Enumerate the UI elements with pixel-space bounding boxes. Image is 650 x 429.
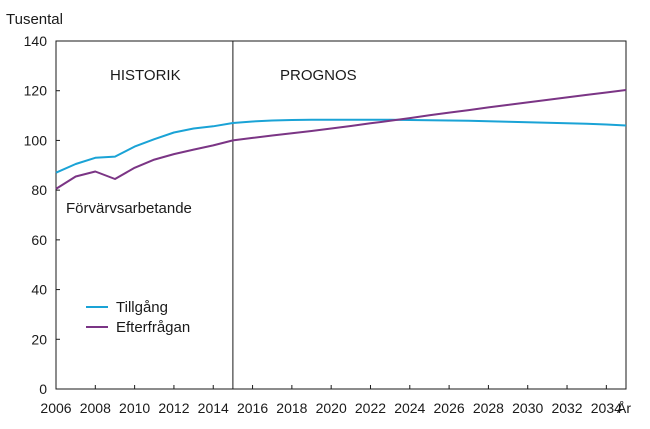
x-tick-label: 2016: [237, 400, 268, 416]
x-tick-label: 2008: [80, 400, 111, 416]
x-axis-unit-label: År: [617, 400, 631, 416]
x-tick-label: 2028: [473, 400, 504, 416]
series-line-tillgng: [55, 118, 627, 174]
legend: Tillgång Efterfrågan: [86, 299, 190, 336]
x-tick-label: 2006: [40, 400, 71, 416]
legend-label-tillgang: Tillgång: [116, 299, 168, 316]
x-tick-label: 2026: [434, 400, 465, 416]
axes: 0 20 40 60 80 100 120 140 2006 2008 2010 2012 2014 20…: [24, 33, 627, 416]
x-tick-label: 2020: [316, 400, 347, 416]
y-tick-label: 80: [31, 182, 47, 198]
x-tick-label: 2032: [551, 400, 582, 416]
y-tick-label: 20: [31, 331, 47, 347]
x-tick-label: 2010: [119, 400, 150, 416]
y-tick-label: 60: [31, 232, 47, 248]
y-axis-label: Tusental: [6, 11, 63, 28]
annotation-historik: HISTORIK: [110, 67, 181, 84]
y-tick-label: 0: [39, 381, 47, 397]
y-tick-label: 120: [24, 83, 48, 99]
series-line-efterfrgan: [55, 89, 627, 190]
series-lines: [55, 89, 627, 190]
y-tick-label: 40: [31, 282, 47, 298]
x-tick-label: 2024: [394, 400, 425, 416]
y-tick-label: 140: [24, 33, 48, 49]
x-tick-label: 2034: [591, 400, 622, 416]
x-tick-label: 2018: [276, 400, 307, 416]
x-tick-label: 2030: [512, 400, 543, 416]
x-tick-label: 2022: [355, 400, 386, 416]
annotation-prognos: PROGNOS: [280, 67, 357, 84]
y-tick-label: 100: [24, 132, 48, 148]
legend-label-efterfragan: Efterfrågan: [116, 319, 190, 336]
plot-frame: [55, 40, 627, 390]
annotation-forvarvsarbetande: Förvärvsarbetande: [66, 200, 192, 217]
x-tick-label: 2012: [158, 400, 189, 416]
x-tick-label: 2014: [198, 400, 229, 416]
